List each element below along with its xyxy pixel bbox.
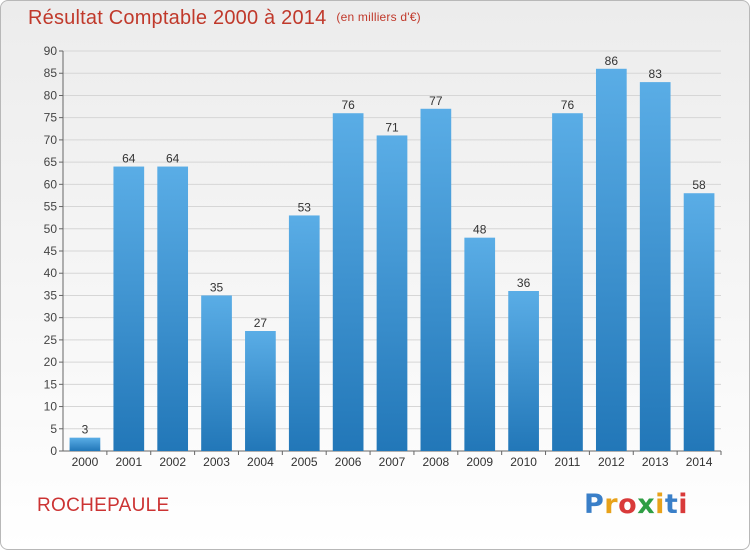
y-tick-label: 80 [44, 88, 58, 102]
data-label: 48 [473, 223, 487, 237]
bar [332, 113, 364, 451]
data-label: 71 [385, 120, 399, 134]
bar [420, 108, 452, 452]
bar [595, 68, 627, 452]
bar [376, 135, 408, 451]
title-unit: (en milliers d'€) [336, 10, 421, 24]
logo-letter: t [664, 489, 679, 520]
x-tick-label: 2012 [598, 455, 625, 469]
logo-letter: P [584, 489, 605, 520]
y-tick-label: 5 [50, 422, 57, 436]
data-label: 53 [298, 200, 312, 214]
bar [683, 193, 715, 451]
y-tick-label: 65 [44, 155, 58, 169]
data-label: 36 [517, 276, 531, 290]
data-label: 27 [254, 316, 268, 330]
y-tick-label: 25 [44, 333, 58, 347]
bar [508, 291, 539, 451]
y-tick-label: 75 [44, 111, 58, 125]
bar [113, 166, 145, 452]
y-tick-label: 60 [44, 177, 58, 191]
data-label: 35 [210, 280, 224, 294]
x-tick-label: 2008 [423, 455, 450, 469]
y-tick-label: 20 [44, 355, 58, 369]
x-tick-label: 2000 [72, 455, 99, 469]
y-tick-label: 30 [44, 311, 58, 325]
data-label: 83 [649, 67, 663, 81]
data-label: 76 [341, 98, 355, 112]
x-tick-label: 2007 [379, 455, 406, 469]
x-tick-label: 2003 [203, 455, 230, 469]
y-tick-label: 50 [44, 222, 58, 236]
x-tick-label: 2001 [115, 455, 142, 469]
y-tick-label: 85 [44, 66, 58, 80]
proxiti-logo: Proxiti [584, 489, 688, 520]
y-tick-label: 55 [44, 200, 58, 214]
logo-letter: x [637, 489, 656, 520]
logo-letter: o [618, 489, 638, 520]
y-tick-label: 35 [44, 288, 58, 302]
y-tick-label: 15 [44, 377, 58, 391]
x-tick-label: 2014 [686, 455, 713, 469]
bar [201, 295, 232, 451]
data-label: 58 [692, 178, 706, 192]
place-name: ROCHEPAULE [37, 495, 170, 516]
x-tick-label: 2010 [510, 455, 537, 469]
bar [245, 331, 276, 451]
bar [464, 237, 496, 451]
data-label: 77 [429, 94, 443, 108]
title-text: Résultat Comptable 2000 à 2014 [28, 7, 327, 29]
x-tick-label: 2006 [335, 455, 362, 469]
x-tick-label: 2002 [159, 455, 186, 469]
data-label: 3 [82, 423, 89, 437]
bar [552, 113, 583, 451]
y-tick-label: 40 [44, 266, 58, 280]
x-tick-label: 2009 [466, 455, 493, 469]
y-tick-label: 10 [44, 400, 58, 414]
data-label: 64 [122, 152, 136, 166]
y-tick-label: 90 [44, 44, 58, 58]
y-tick-label: 70 [44, 133, 58, 147]
logo-letter: r [604, 489, 619, 520]
data-label: 64 [166, 152, 180, 166]
data-label: 86 [605, 54, 619, 68]
logo-letter: i [655, 489, 665, 520]
x-tick-label: 2005 [291, 455, 318, 469]
chart-title: Résultat Comptable 2000 à 2014 (en millie… [28, 7, 421, 30]
bar [157, 166, 189, 452]
x-tick-label: 2013 [642, 455, 669, 469]
bar [288, 215, 320, 451]
x-tick-label: 2011 [555, 455, 581, 469]
bar [639, 82, 671, 451]
x-tick-label: 2004 [247, 455, 274, 469]
logo-letter: i [678, 489, 689, 520]
y-tick-label: 45 [44, 244, 58, 258]
y-tick-label: 0 [50, 444, 57, 458]
bar [69, 437, 101, 451]
data-label: 76 [561, 98, 575, 112]
